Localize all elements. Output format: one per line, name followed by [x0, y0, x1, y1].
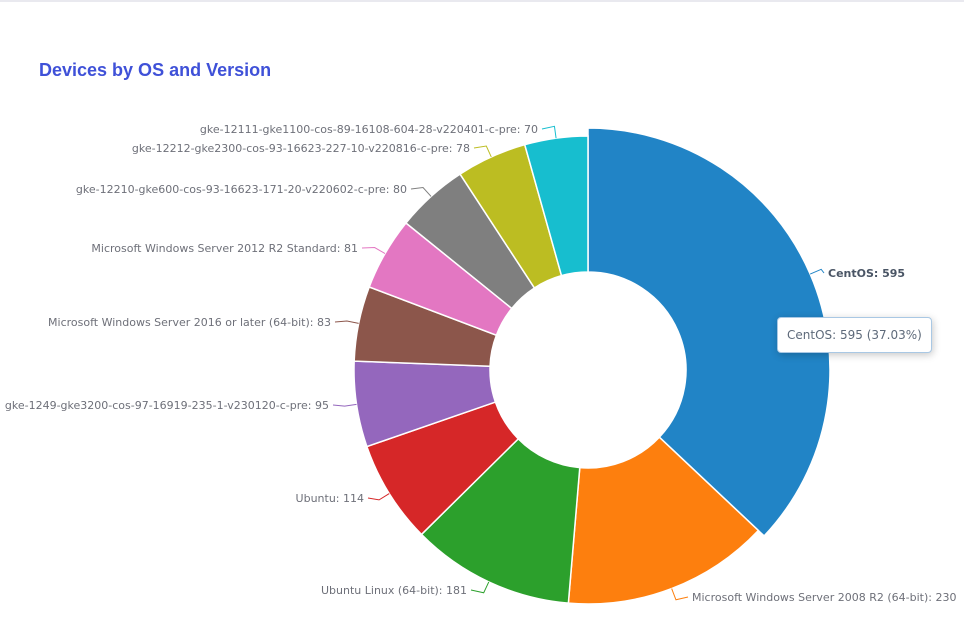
- slice-label-3: Ubuntu Linux (64-bit): 181: [321, 584, 467, 597]
- chart-title: Devices by OS and Version: [39, 60, 272, 80]
- leader-line-8: [410, 186, 432, 197]
- slice-label-4: Ubuntu: 114: [296, 492, 364, 505]
- slice-tooltip: CentOS: 595 (37.03%): [777, 317, 932, 353]
- leader-line-2: [671, 588, 689, 601]
- pie-slice-1[interactable]: [587, 127, 831, 538]
- leader-line-3: [470, 581, 490, 594]
- leader-line-9: [473, 145, 492, 158]
- pie-slice-2[interactable]: [567, 436, 760, 605]
- leader-line-10: [541, 125, 557, 139]
- slice-label-9: gke-12212-gke2300-cos-93-16623-227-10-v2…: [132, 142, 470, 155]
- slice-label-8: gke-12210-gke600-cos-93-16623-171-20-v22…: [76, 183, 407, 196]
- leader-line-5: [332, 403, 357, 407]
- slice-label-2: Microsoft Windows Server 2008 R2 (64-bit…: [692, 591, 956, 604]
- leader-line-7: [361, 247, 386, 254]
- pie-slice-10[interactable]: [523, 135, 589, 277]
- slice-label-1: CentOS: 595: [828, 267, 905, 280]
- slice-label-10: gke-12111-gke1100-cos-89-16108-604-28-v2…: [200, 123, 538, 136]
- slice-label-7: Microsoft Windows Server 2012 R2 Standar…: [91, 242, 358, 255]
- leader-line-4: [367, 493, 390, 501]
- slice-label-5: gke-1249-gke3200-cos-97-16919-235-1-v230…: [5, 399, 329, 412]
- leader-line-1: [809, 268, 825, 275]
- leader-line-6: [334, 320, 359, 324]
- slice-label-6: Microsoft Windows Server 2016 or later (…: [48, 316, 331, 329]
- top-divider: [0, 0, 964, 2]
